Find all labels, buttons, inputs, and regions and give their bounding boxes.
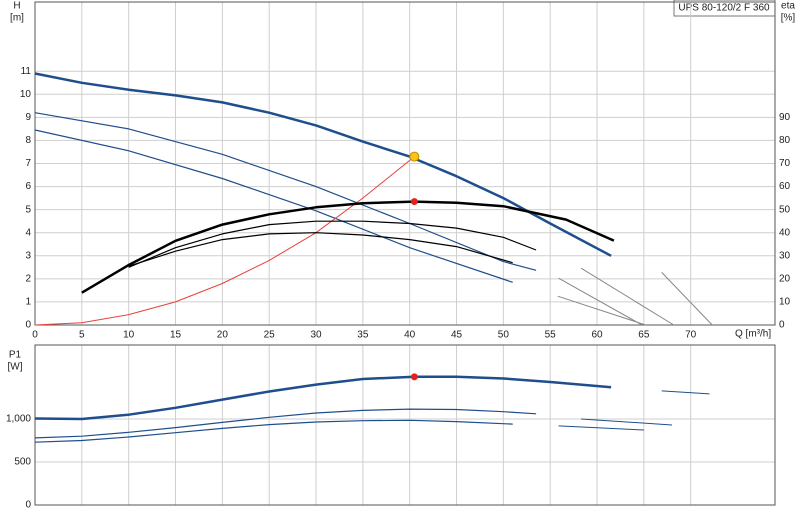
x-tick-label: 10	[123, 330, 135, 341]
duty-point	[409, 151, 420, 162]
y2-tick-label: 80	[779, 135, 791, 146]
x-tick-label: 45	[451, 330, 463, 341]
x-tick-label: 55	[545, 330, 557, 341]
y2-tick-label: 90	[779, 112, 791, 123]
y-tick-label: 2	[25, 273, 31, 284]
x-tick-label: 50	[498, 330, 510, 341]
curve	[34, 408, 537, 439]
y2-tick-label: 10	[779, 297, 791, 308]
x-tick-label: 20	[217, 330, 229, 341]
x-tick-label: 40	[404, 330, 416, 341]
x-tick-label: 60	[591, 330, 603, 341]
y-tick-label: 500	[14, 457, 31, 468]
y-tick-label: 10	[20, 89, 32, 100]
curve	[128, 232, 513, 267]
y2-axis-label: eta	[781, 1, 795, 12]
y-tick-label: 7	[25, 158, 31, 169]
x-tick-label: 15	[170, 330, 182, 341]
x-tick-label: 5	[79, 330, 85, 341]
curve	[128, 220, 537, 268]
y-tick-label: 1	[25, 297, 31, 308]
curve	[34, 72, 612, 257]
curve	[558, 425, 644, 431]
x-axis-label: Q [m³/h]	[735, 329, 771, 340]
curve	[580, 267, 675, 326]
curve	[34, 112, 537, 271]
y2-tick-label: 40	[779, 227, 791, 238]
y-tick-label: 1,000	[6, 414, 31, 425]
y-axis-label: P1	[9, 350, 22, 361]
curve	[81, 200, 615, 294]
y2-tick-label: 30	[779, 250, 791, 261]
y-tick-label: 11	[21, 66, 32, 77]
chart-title: UPS 80-120/2 F 360	[678, 3, 770, 14]
y2-tick-label: 70	[779, 158, 791, 169]
x-tick-label: 70	[685, 330, 697, 341]
y2-axis-unit: [%]	[781, 13, 796, 24]
duty-point	[410, 373, 418, 381]
curve	[661, 390, 710, 395]
curve	[34, 419, 513, 443]
curve	[581, 418, 673, 426]
y-tick-label: 3	[25, 250, 31, 261]
y2-tick-label: 60	[779, 181, 791, 192]
y-tick-label: 4	[25, 227, 31, 238]
y-axis-unit: [W]	[8, 362, 23, 373]
plot-frame	[34, 344, 776, 506]
duty-point	[410, 198, 418, 206]
y-tick-label: 5	[25, 204, 31, 215]
y-axis-label: H	[13, 1, 20, 12]
curve	[34, 129, 513, 283]
y-tick-label: 0	[25, 500, 31, 511]
x-tick-label: 25	[264, 330, 276, 341]
curve	[661, 272, 713, 326]
x-tick-label: 65	[638, 330, 650, 341]
y-tick-label: 0	[25, 320, 31, 331]
y-axis-unit: [m]	[10, 13, 24, 24]
curve	[557, 295, 646, 326]
x-tick-label: 35	[357, 330, 369, 341]
x-tick-label: 0	[32, 330, 38, 341]
y2-tick-label: 0	[779, 320, 785, 331]
x-tick-label: 30	[310, 330, 322, 341]
y-tick-label: 9	[25, 112, 31, 123]
y-tick-label: 6	[25, 181, 31, 192]
y-tick-label: 8	[25, 135, 31, 146]
y2-tick-label: 50	[779, 204, 791, 215]
y2-tick-label: 20	[779, 273, 791, 284]
curve	[34, 156, 415, 326]
plot-frame	[34, 1, 776, 326]
curve	[558, 277, 643, 326]
curve	[34, 375, 612, 421]
